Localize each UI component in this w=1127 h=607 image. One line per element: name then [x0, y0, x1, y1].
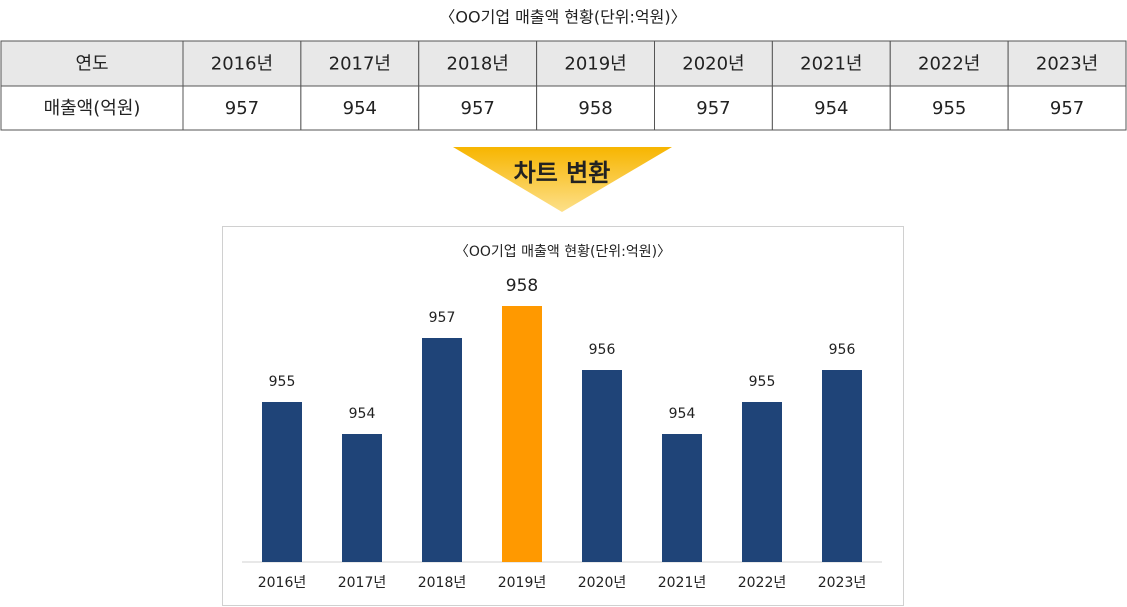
data-label: 958: [506, 276, 538, 296]
table-cell: [654, 40, 773, 87]
table-cell: [0, 85, 184, 131]
bar: [502, 306, 542, 562]
data-label: 954: [669, 406, 696, 422]
table-cell: [418, 40, 538, 87]
header-cell-text: 2019년: [564, 54, 626, 75]
cell-text: 957: [1050, 98, 1084, 119]
x-tick-label: 2023년: [818, 575, 867, 591]
data-label: 956: [829, 342, 856, 358]
table-cell: [889, 85, 1009, 131]
bar: [342, 434, 382, 562]
table-cell: [300, 85, 420, 131]
x-tick-label: 2016년: [258, 575, 307, 591]
table: 연도 2016년 2017년 2018년 2019년 2020년 2021년 2022년 202…: [0, 40, 1127, 131]
cell-text: 957: [225, 98, 259, 119]
table-cell: [889, 40, 1009, 87]
cell-text: 매출액(억원): [44, 98, 141, 119]
x-tick-label: 2018년: [418, 575, 467, 591]
data-label: 955: [749, 374, 776, 390]
table-cell: [0, 40, 184, 87]
header-cell-text: 2021년: [800, 54, 862, 75]
chart: 955 2016년 954 2017년 957 2018년 958 2019년 956 2020년…: [242, 276, 882, 591]
header-cell-text: 연도: [75, 54, 108, 75]
header-cell-text: 2017년: [329, 54, 391, 75]
header-cell-text: 2022년: [918, 54, 980, 75]
header-cell-text: 2016년: [211, 54, 273, 75]
bar: [422, 338, 462, 562]
data-label: 957: [429, 310, 456, 326]
bar: [262, 402, 302, 562]
header-cell-text: 2020년: [682, 54, 744, 75]
cell-text: 954: [814, 98, 848, 119]
header-cell-text: 2018년: [447, 54, 509, 75]
bar: [662, 434, 702, 562]
x-tick-label: 2020년: [578, 575, 627, 591]
table-cell: [418, 85, 538, 131]
arrow-label: 차트 변환: [514, 159, 611, 187]
x-tick-label: 2017년: [338, 575, 387, 591]
table-cell: [182, 40, 302, 87]
cell-text: 957: [461, 98, 495, 119]
table-cell: [1007, 85, 1127, 131]
cell-text: 955: [932, 98, 966, 119]
bar: [582, 370, 622, 562]
data-label: 955: [269, 374, 296, 390]
table-cell: [300, 40, 420, 87]
arrow: [453, 147, 672, 212]
x-tick-label: 2022년: [738, 575, 787, 591]
cell-text: 958: [578, 98, 612, 119]
cell-text: 957: [696, 98, 730, 119]
cell-text: 954: [343, 98, 377, 119]
x-tick-label: 2019년: [498, 575, 547, 591]
page-title: 〈OO기업 매출액 현황(단위:억원)〉: [439, 8, 686, 27]
table-cell: [536, 85, 655, 131]
chart-frame: [222, 226, 904, 606]
header-cell-text: 2023년: [1036, 54, 1098, 75]
bar: [742, 402, 782, 562]
x-tick-label: 2021년: [658, 575, 707, 591]
chart-title: 〈OO기업 매출액 현황(단위:억원)〉: [455, 244, 671, 260]
data-label: 956: [589, 342, 616, 358]
data-label: 954: [349, 406, 376, 422]
table-cell: [771, 85, 891, 131]
bar: [822, 370, 862, 562]
